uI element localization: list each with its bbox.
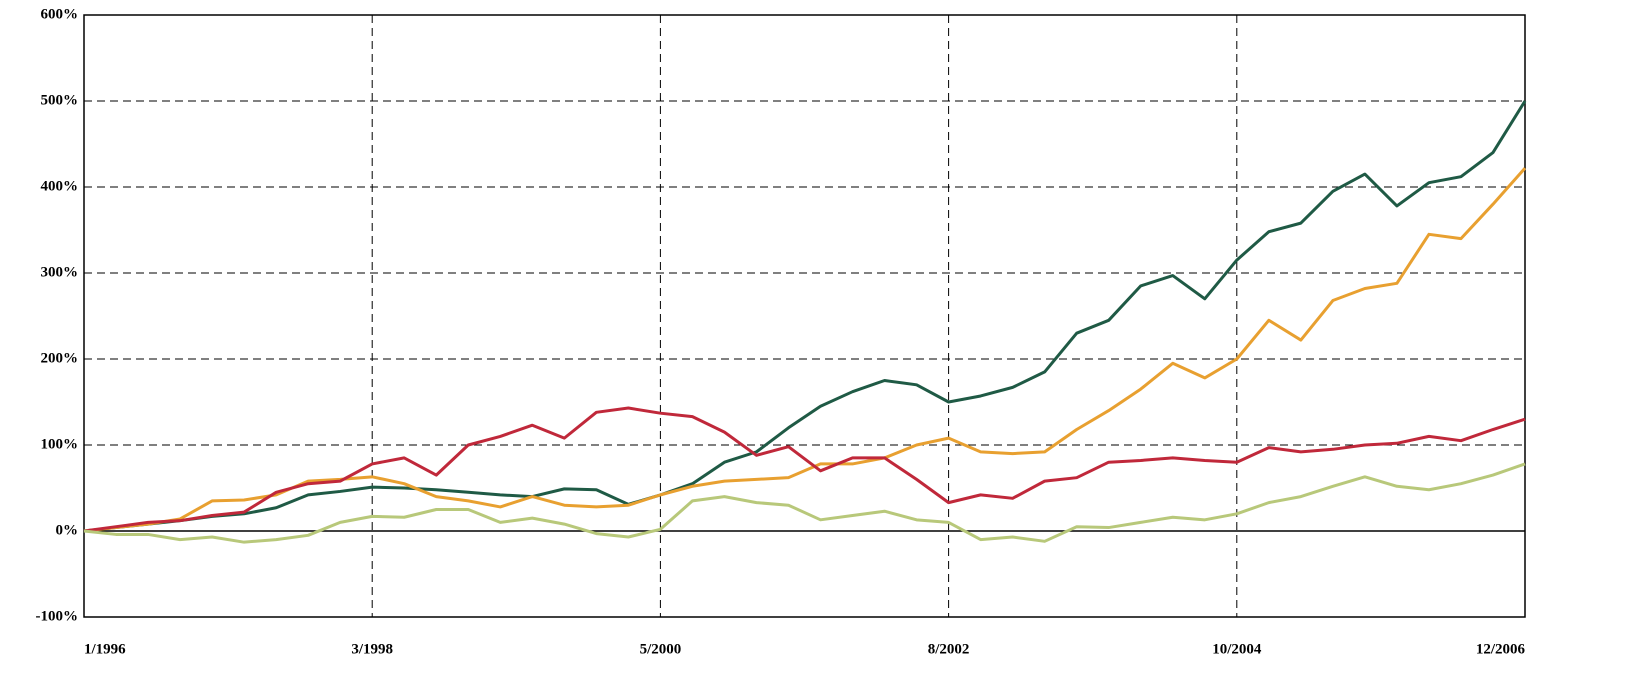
y-tick-label: 500%	[41, 92, 79, 108]
y-tick-label: 200%	[41, 350, 79, 366]
plot-area	[83, 14, 1526, 618]
y-tick-label: 400%	[41, 178, 79, 194]
x-tick-label: 8/2002	[928, 641, 970, 657]
y-tick-label: 300%	[41, 264, 79, 280]
y-tick-label: -100%	[36, 608, 79, 624]
y-tick-label: 600%	[41, 6, 79, 22]
x-tick-label: 1/1996	[84, 641, 126, 657]
series-line	[83, 167, 1527, 533]
y-tick-label: 0%	[56, 522, 79, 538]
x-tick-label: 10/2004	[1212, 641, 1262, 657]
series-line	[83, 462, 1526, 544]
series-line	[83, 406, 1526, 533]
y-tick-label: 100%	[41, 436, 79, 452]
series-line	[83, 100, 1527, 533]
x-tick-label: 3/1998	[351, 641, 393, 657]
x-tick-label: 5/2000	[640, 641, 682, 657]
x-tick-label: 12/2006	[1476, 641, 1526, 657]
